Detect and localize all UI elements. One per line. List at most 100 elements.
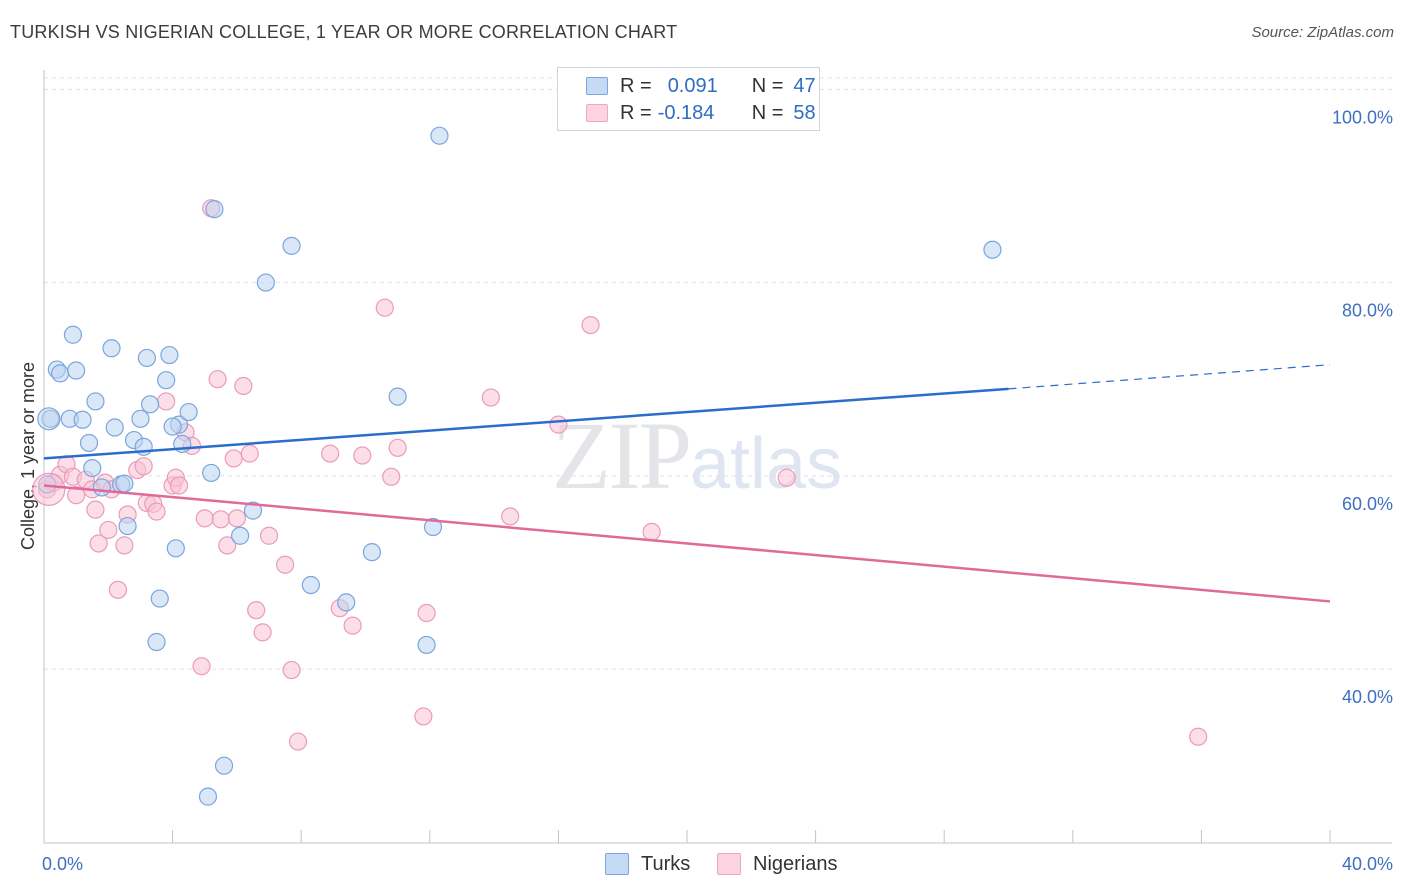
y-tick-label: 80.0% [1342,301,1393,321]
turks-point [256,273,275,292]
bottom-legend-swatch-nigerians [717,853,741,875]
turks-point [163,417,182,436]
nigerians-point [157,392,176,411]
legend-swatch-nigerians [586,104,608,122]
turks-point [137,348,156,368]
nigerians-point [414,707,433,726]
turks-point [73,410,92,429]
turks-point [198,787,218,806]
legend-swatch-turks [586,77,608,95]
turks-trend-line [43,387,1009,460]
turks-point [157,371,176,390]
turks-point [115,474,134,493]
legend-r-value-nigerians: -0.184 [657,101,715,124]
nigerians-point [321,444,340,463]
source-label: Source: ZipAtlas.com [1251,24,1394,41]
legend-n-value-turks: 47 [793,74,816,97]
nigerians-point [108,580,128,599]
nigerians-point [259,526,279,545]
nigerians-point [67,486,86,505]
turks-point [179,402,198,422]
nigerians-point [115,536,134,555]
turks-point [83,458,102,478]
turks-point [102,339,121,358]
turks-point [105,418,124,437]
nigerians-point [253,623,272,642]
turks-point [79,433,99,453]
turks-point [150,589,169,608]
turks-point [147,632,166,652]
turks-point [202,463,221,483]
nigerians-point [240,444,259,463]
nigerians-point [388,438,407,457]
turks-point [50,364,70,383]
y-axis-title: College, 1 year or more [18,362,38,550]
bottom-legend-nigerians: Nigerians [717,852,837,876]
nigerians-point [86,500,105,519]
nigerians-point [211,510,230,529]
nigerians-point [218,536,237,555]
turks-point [423,517,443,537]
turks-point [362,543,382,562]
nigerians-point [353,446,372,465]
turks-point [983,240,1002,259]
nigerians-point [1189,727,1208,746]
nigerians-point [282,660,301,680]
nigerians-point [208,370,227,389]
nigerians-trend-line [43,484,1331,603]
nigerians-point [581,315,600,335]
nigerians-point [234,376,253,396]
nigerians-point [382,467,401,486]
nigerians-point [224,449,243,468]
nigerians-point [195,509,214,528]
turks-point [86,392,105,411]
nigerians-point [276,555,295,574]
y-tick-label: 40.0% [1342,687,1393,707]
watermark: ZIPatlas [552,400,842,511]
turks-point [337,593,356,612]
turks-point [205,200,224,219]
nigerians-point [99,520,118,540]
watermark-atlas: atlas [690,424,843,504]
turks-point [301,575,320,595]
turks-point [131,409,150,428]
turks-trend-extension [1008,364,1331,390]
nigerians-point [417,603,436,623]
nigerians-point [549,415,568,434]
nigerians-point [481,388,500,407]
y-tick-label: 100.0% [1332,107,1393,127]
legend-n-label: N = [751,101,784,124]
nigerians-point [642,522,661,541]
turks-point [160,345,179,365]
turks-point [214,756,234,775]
nigerians-point [169,476,189,495]
legend-row-turks: R = 0.091 N = 47 [586,73,816,99]
turks-point [231,526,250,545]
bottom-legend-label-turks: Turks [641,852,691,875]
nigerians-point [192,657,211,676]
legend-r-value-turks: 0.091 [667,74,718,97]
x-tick-label-max: 40.0% [1342,854,1393,874]
turks-point [118,516,137,536]
turks-point [243,501,263,520]
turks-point [166,539,185,558]
y-tick-label: 60.0% [1342,494,1393,514]
nigerians-point [343,616,362,635]
turks-point [282,236,301,255]
bottom-legend-label-nigerians: Nigerians [753,852,838,875]
bottom-legend-turks: Turks [605,852,690,876]
nigerians-point [288,732,308,751]
nigerians-point [147,502,166,521]
nigerians-point [134,457,153,476]
turks-point [430,126,449,145]
nigerians-point [89,534,108,553]
legend-n-label: N = [751,74,784,97]
nigerians-point [501,507,520,526]
turks-point [388,387,407,406]
turks-point [92,478,111,497]
turks-point [63,325,83,344]
chart-title: TURKISH VS NIGERIAN COLLEGE, 1 YEAR OR M… [10,22,678,42]
nigerians-point [247,601,266,620]
turks-point-large [37,407,61,431]
